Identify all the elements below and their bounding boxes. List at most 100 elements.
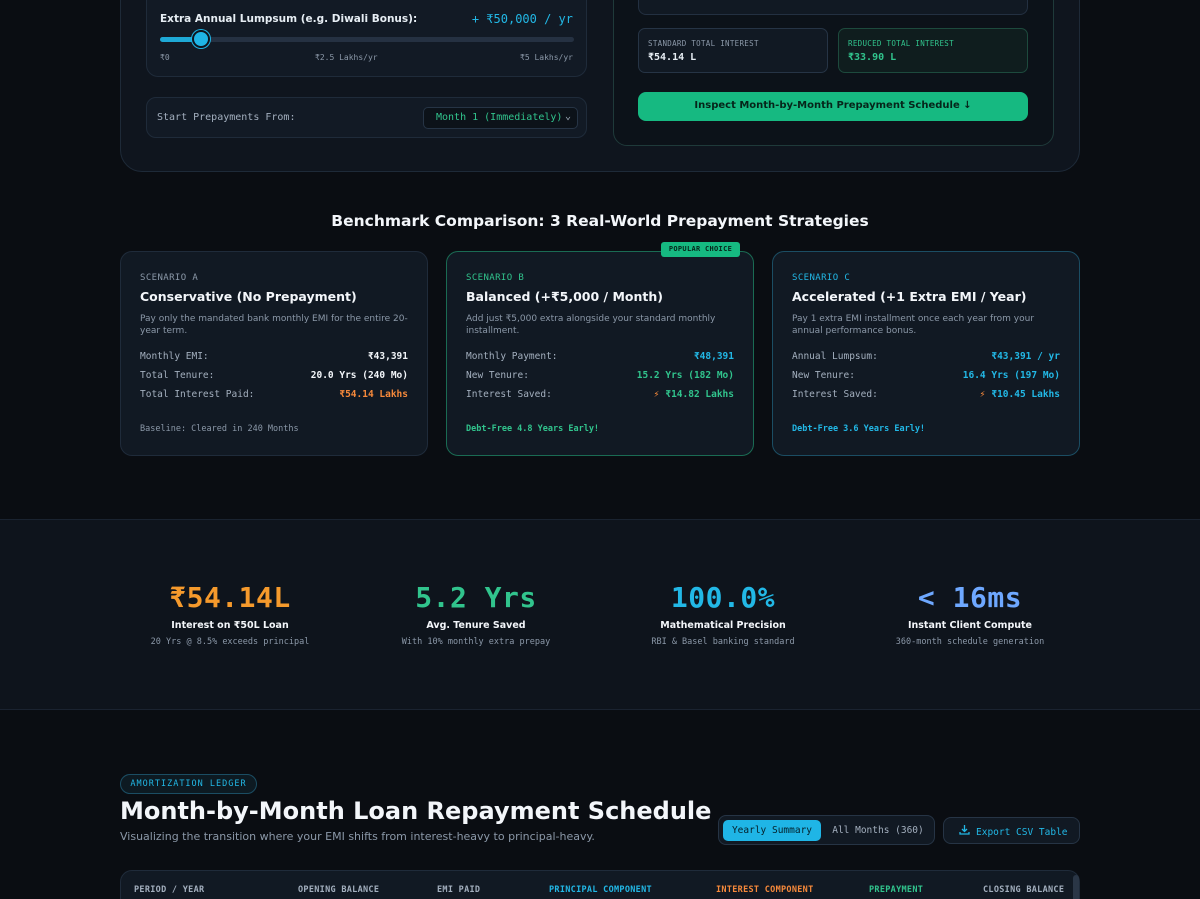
column-header: OPENING BALANCE xyxy=(298,885,380,895)
row-value-wrap: ⚡ ₹14.82 Lakhs xyxy=(654,389,734,400)
stat-subtext: 360-month schedule generation xyxy=(895,637,1045,647)
inspect-schedule-button[interactable]: Inspect Month-by-Month Prepayment Schedu… xyxy=(638,92,1028,121)
export-csv-button[interactable]: Export CSV Table xyxy=(943,817,1080,844)
row-value: ₹14.82 Lakhs xyxy=(665,389,734,400)
row-key: Interest Saved: xyxy=(466,389,552,400)
standard-interest-value: ₹54.14 L xyxy=(648,52,697,63)
scenario-row: Total Tenure: 20.0 Yrs (240 Mo) xyxy=(140,370,408,381)
download-icon xyxy=(959,825,970,838)
stat-value: < 16ms xyxy=(917,581,1023,614)
stat-value: 100.0% xyxy=(670,581,776,614)
lumpsum-slider-thumb[interactable] xyxy=(192,30,211,48)
stat-value: ₹54.14L xyxy=(169,581,291,614)
tab-all-months[interactable]: All Months (360) xyxy=(832,825,924,836)
popular-choice-badge: POPULAR CHOICE xyxy=(661,242,740,257)
standard-interest-label: STANDARD TOTAL INTEREST xyxy=(648,39,759,48)
scenario-title: Conservative (No Prepayment) xyxy=(140,289,357,304)
tab-yearly-summary[interactable]: Yearly Summary xyxy=(723,820,821,841)
start-prepayment-label: Start Prepayments From: xyxy=(157,112,296,123)
scenario-title: Balanced (+₹5,000 / Month) xyxy=(466,289,663,304)
scenario-tag: SCENARIO A xyxy=(140,273,199,283)
row-value: ₹10.45 Lakhs xyxy=(991,389,1060,400)
scenario-row: Monthly EMI: ₹43,391 xyxy=(140,351,408,362)
column-header: PREPAYMENT xyxy=(869,885,924,895)
standard-interest-card: STANDARD TOTAL INTEREST ₹54.14 L xyxy=(638,28,828,73)
row-value: 20.0 Yrs (240 Mo) xyxy=(310,370,408,381)
row-value: 16.4 Yrs (197 Mo) xyxy=(962,370,1060,381)
chevron-down-icon: ⌄ xyxy=(564,111,571,122)
lumpsum-slider-fill xyxy=(160,37,202,42)
scenario-title: Accelerated (+1 Extra EMI / Year) xyxy=(792,289,1027,304)
scenario-row: Interest Saved: ⚡ ₹14.82 Lakhs xyxy=(466,389,734,400)
row-key: Monthly Payment: xyxy=(466,351,558,362)
column-header: INTEREST COMPONENT xyxy=(716,885,814,895)
slider-tick-max: ₹5 Lakhs/yr xyxy=(520,53,573,62)
row-key: New Tenure: xyxy=(792,370,855,381)
scenario-row: New Tenure: 15.2 Yrs (182 Mo) xyxy=(466,370,734,381)
row-key: Interest Saved: xyxy=(792,389,878,400)
stat-tenure-saved: 5.2 Yrs Avg. Tenure Saved With 10% month… xyxy=(326,581,626,647)
scenario-row: Total Interest Paid: ₹54.14 Lakhs xyxy=(140,389,408,400)
scenario-row: Monthly Payment: ₹48,391 xyxy=(466,351,734,362)
slider-tick-mid: ₹2.5 Lakhs/yr xyxy=(315,53,378,62)
scenario-row: Interest Saved: ⚡ ₹10.45 Lakhs xyxy=(792,389,1060,400)
lumpsum-slider-track[interactable] xyxy=(160,37,574,42)
stats-band xyxy=(0,519,1200,710)
table-scrollbar[interactable] xyxy=(1073,875,1079,899)
stat-subtext: 20 Yrs @ 8.5% exceeds principal xyxy=(150,637,310,647)
row-key: Total Interest Paid: xyxy=(140,389,255,400)
amortization-ledger-pill: AMORTIZATION LEDGER xyxy=(120,774,257,794)
slider-tick-min: ₹0 xyxy=(160,53,170,62)
stat-caption: Interest on ₹50L Loan xyxy=(171,620,289,631)
stat-caption: Mathematical Precision xyxy=(660,620,786,631)
column-header: EMI PAID xyxy=(437,885,481,895)
row-key: Total Tenure: xyxy=(140,370,215,381)
lumpsum-value: + ₹50,000 / yr xyxy=(471,12,573,26)
scenario-row: New Tenure: 16.4 Yrs (197 Mo) xyxy=(792,370,1060,381)
row-value: ₹48,391 xyxy=(693,351,734,362)
column-header: PERIOD / YEAR xyxy=(134,885,205,895)
column-header: PRINCIPAL COMPONENT xyxy=(549,885,652,895)
scenario-description: Add just ₹5,000 extra alongside your sta… xyxy=(466,314,716,336)
scenario-footer: Debt-Free 3.6 Years Early! xyxy=(792,424,926,434)
benchmark-title: Benchmark Comparison: 3 Real-World Prepa… xyxy=(331,212,869,230)
bolt-icon: ⚡ xyxy=(979,389,986,400)
stat-caption: Instant Client Compute xyxy=(907,620,1032,631)
start-prepayment-select[interactable]: Month 1 (Immediately) ⌄ xyxy=(423,107,578,129)
scenario-footer: Baseline: Cleared in 240 Months xyxy=(140,424,299,434)
scenario-card-a: SCENARIO A Conservative (No Prepayment) … xyxy=(120,251,428,456)
stat-interest: ₹54.14L Interest on ₹50L Loan 20 Yrs @ 8… xyxy=(80,581,380,647)
scenario-tag: SCENARIO B xyxy=(466,273,525,283)
scenario-description: Pay 1 extra EMI installment once each ye… xyxy=(792,314,1035,336)
bolt-icon: ⚡ xyxy=(653,389,660,400)
row-value: ₹54.14 Lakhs xyxy=(339,389,408,400)
row-key: Annual Lumpsum: xyxy=(792,351,878,362)
scenario-footer: Debt-Free 4.8 Years Early! xyxy=(466,424,600,434)
reduced-interest-card: REDUCED TOTAL INTEREST ₹33.90 L xyxy=(838,28,1028,73)
ledger-subtitle: Visualizing the transition where your EM… xyxy=(120,830,595,843)
lumpsum-label: Extra Annual Lumpsum (e.g. Diwali Bonus)… xyxy=(160,13,418,25)
scenario-card-b: SCENARIO B Balanced (+₹5,000 / Month) Ad… xyxy=(446,251,754,456)
row-key: New Tenure: xyxy=(466,370,529,381)
stat-precision: 100.0% Mathematical Precision RBI & Base… xyxy=(573,581,873,647)
row-value: 15.2 Yrs (182 Mo) xyxy=(636,370,734,381)
start-prepayment-card: Start Prepayments From: Month 1 (Immedia… xyxy=(146,97,587,138)
scenario-card-c: SCENARIO C Accelerated (+1 Extra EMI / Y… xyxy=(772,251,1080,456)
schedule-table-header: PERIOD / YEAR OPENING BALANCE EMI PAID P… xyxy=(120,870,1080,899)
stat-value: 5.2 Yrs xyxy=(415,581,537,614)
column-header: CLOSING BALANCE xyxy=(983,885,1065,895)
row-value: ₹43,391 xyxy=(367,351,408,362)
row-key: Monthly EMI: xyxy=(140,351,209,362)
result-panel xyxy=(613,0,1054,146)
stat-subtext: RBI & Basel banking standard xyxy=(651,637,795,647)
view-toggle: Yearly Summary All Months (360) xyxy=(718,815,935,845)
stat-subtext: With 10% monthly extra prepay xyxy=(401,637,551,647)
reduced-interest-value: ₹33.90 L xyxy=(848,52,897,63)
scenario-description: Pay only the mandated bank monthly EMI f… xyxy=(140,314,408,336)
stat-compute: < 16ms Instant Client Compute 360-month … xyxy=(820,581,1120,647)
lumpsum-card: Extra Annual Lumpsum (e.g. Diwali Bonus)… xyxy=(146,0,587,77)
export-csv-label: Export CSV Table xyxy=(976,827,1068,838)
start-prepayment-value: Month 1 (Immediately) xyxy=(436,112,563,123)
reduced-interest-label: REDUCED TOTAL INTEREST xyxy=(848,39,954,48)
result-summary-bar xyxy=(638,0,1028,15)
